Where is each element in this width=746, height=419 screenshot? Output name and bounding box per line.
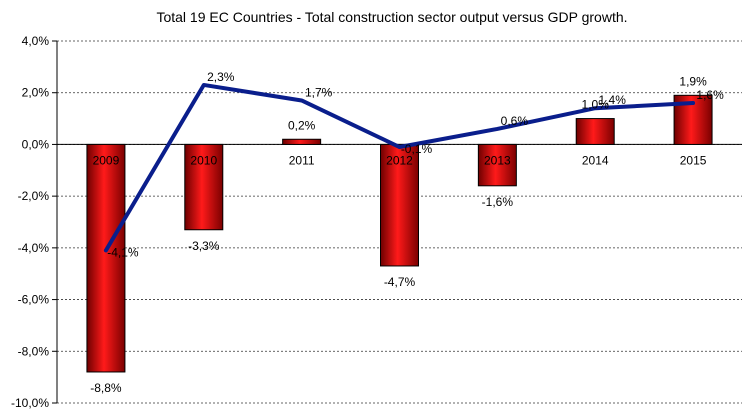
bar xyxy=(184,143,224,231)
bar-value-label: 1,9% xyxy=(679,74,707,88)
x-tick-label: 2009 xyxy=(93,153,120,167)
x-axis-labels: 2009 2010 2011 2012 2013 2014 2015 xyxy=(93,153,707,167)
bar xyxy=(380,143,419,267)
x-tick-label: 2015 xyxy=(680,153,707,167)
line-value-label: 1,7% xyxy=(305,85,333,99)
y-tick-label: 4,0% xyxy=(22,34,50,48)
line-data-labels: -4,1% 2,3% 1,7% -0,1% 0,6% 1,4% 1,6% xyxy=(107,70,724,259)
line-point xyxy=(593,106,597,110)
bar-value-label: -1,6% xyxy=(482,195,514,209)
bar-value-label: -8,8% xyxy=(90,381,122,395)
bar xyxy=(86,143,126,373)
x-tick-label: 2011 xyxy=(289,153,315,167)
line-series xyxy=(103,82,696,253)
bar-value-label: -4,7% xyxy=(384,275,416,289)
x-tick-label: 2013 xyxy=(484,153,511,167)
line-value-label: 1,6% xyxy=(696,88,724,102)
line-point xyxy=(691,101,695,105)
line-value-label: 1,4% xyxy=(599,93,627,107)
x-tick-label: 2014 xyxy=(582,153,609,167)
line-value-label: 0,6% xyxy=(501,114,529,128)
y-tick-label: 2,0% xyxy=(22,86,50,100)
y-tick-label: -8,0% xyxy=(18,344,50,358)
bar-value-label: 1,0% xyxy=(582,98,610,112)
y-tick-label: -2,0% xyxy=(18,189,50,203)
bar xyxy=(575,118,615,145)
y-tick-label: -6,0% xyxy=(18,293,50,307)
bar-value-label: -3,3% xyxy=(188,239,220,253)
bar-value-label: 0,2% xyxy=(288,118,316,132)
y-tick-label: -10,0% xyxy=(11,396,49,410)
bar-data-labels: -8,8% -3,3% 0,2% -4,7% -1,6% 1,0% 1,9% xyxy=(90,74,707,395)
y-tick-label: -4,0% xyxy=(18,241,50,255)
line-value-label: 2,3% xyxy=(207,70,235,84)
line-point xyxy=(398,145,401,149)
x-tick-label: 2012 xyxy=(386,153,413,167)
line-point xyxy=(495,127,499,131)
chart-title: Total 19 EC Countries - Total constructi… xyxy=(156,9,627,25)
line-value-label: -4,1% xyxy=(107,245,139,259)
bar-series xyxy=(86,94,713,373)
bar xyxy=(477,143,517,187)
line-value-label: -0,1% xyxy=(401,142,433,156)
y-tick-label: 0,0% xyxy=(22,137,50,151)
line-point xyxy=(300,98,304,102)
x-tick-label: 2010 xyxy=(190,153,217,167)
bar xyxy=(282,138,322,145)
line-point xyxy=(202,83,206,87)
line-point xyxy=(104,248,108,252)
